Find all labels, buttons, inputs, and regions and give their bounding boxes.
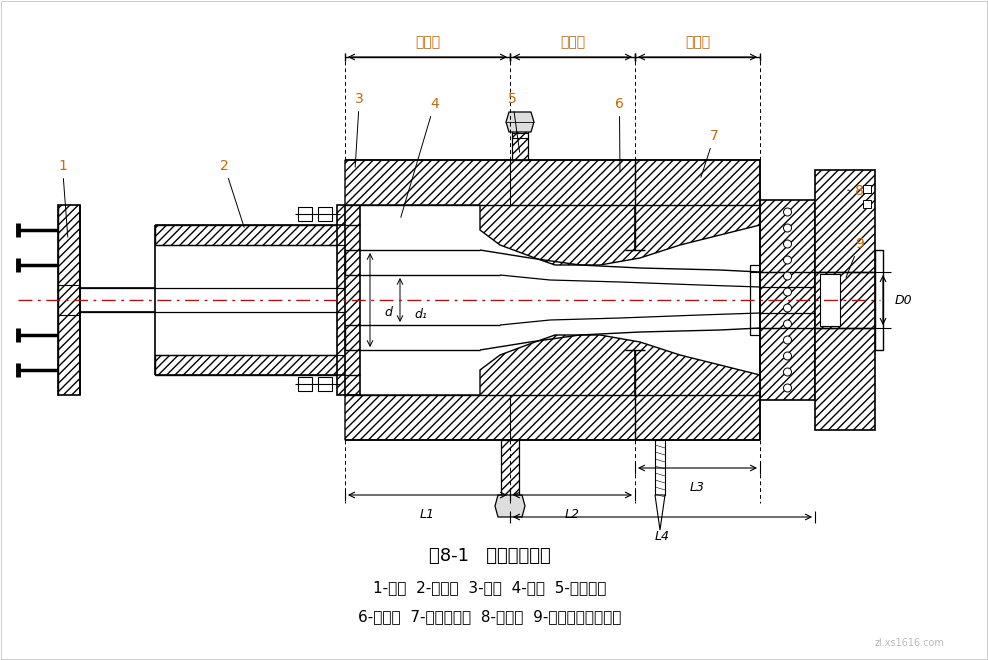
Polygon shape	[501, 440, 519, 495]
Text: 6-分流器  7-分流器支架  8-机头体  9-过滤板（多孔板）: 6-分流器 7-分流器支架 8-机头体 9-过滤板（多孔板）	[359, 609, 621, 624]
Text: 9: 9	[846, 237, 864, 277]
Circle shape	[783, 256, 791, 264]
Bar	[815, 170, 875, 430]
Circle shape	[783, 272, 791, 280]
Bar	[875, 250, 883, 350]
Polygon shape	[337, 205, 360, 395]
Bar	[298, 207, 312, 221]
Text: 1: 1	[58, 159, 68, 237]
Circle shape	[783, 304, 791, 312]
Circle shape	[783, 368, 791, 376]
Bar	[298, 377, 312, 391]
Polygon shape	[495, 495, 525, 517]
Text: L1: L1	[420, 508, 435, 521]
Text: 分流区: 分流区	[685, 35, 710, 49]
Circle shape	[783, 336, 791, 344]
Text: D0: D0	[895, 294, 913, 306]
Bar	[318, 377, 332, 391]
Circle shape	[783, 224, 791, 232]
Polygon shape	[345, 335, 760, 440]
Polygon shape	[155, 355, 345, 375]
Polygon shape	[512, 130, 528, 160]
Text: 6: 6	[615, 97, 623, 172]
Text: L4: L4	[655, 530, 670, 543]
Bar	[760, 200, 815, 400]
Circle shape	[783, 384, 791, 392]
Text: 4: 4	[401, 97, 439, 217]
Circle shape	[783, 352, 791, 360]
Text: L2: L2	[565, 508, 580, 521]
Text: 压缩区: 压缩区	[560, 35, 585, 49]
Bar	[655, 440, 665, 495]
Bar	[750, 265, 780, 335]
Circle shape	[783, 288, 791, 296]
Text: 8: 8	[848, 184, 864, 198]
Text: 3: 3	[355, 92, 364, 167]
Text: 2: 2	[220, 159, 244, 227]
Polygon shape	[345, 160, 760, 265]
Bar	[820, 274, 840, 326]
Text: d₁: d₁	[414, 308, 427, 321]
Text: L3: L3	[690, 481, 705, 494]
Polygon shape	[58, 205, 80, 395]
Bar	[863, 200, 871, 208]
Polygon shape	[155, 225, 345, 245]
Text: 5: 5	[508, 92, 520, 152]
Text: d: d	[384, 306, 392, 319]
Text: 成型区: 成型区	[415, 35, 440, 49]
Circle shape	[783, 208, 791, 216]
Text: zl.xs1616.com: zl.xs1616.com	[875, 638, 945, 648]
Polygon shape	[655, 495, 665, 530]
Circle shape	[783, 320, 791, 328]
Text: 图8-1   管材挤出机头: 图8-1 管材挤出机头	[429, 547, 551, 565]
Bar	[318, 207, 332, 221]
Text: 7: 7	[700, 129, 718, 178]
Polygon shape	[506, 112, 534, 132]
Text: 1-堵塞  2-定径套  3-口模  4-芯棒  5-调节螺钉: 1-堵塞 2-定径套 3-口模 4-芯棒 5-调节螺钉	[373, 581, 607, 595]
Circle shape	[783, 240, 791, 248]
Bar	[863, 185, 871, 193]
